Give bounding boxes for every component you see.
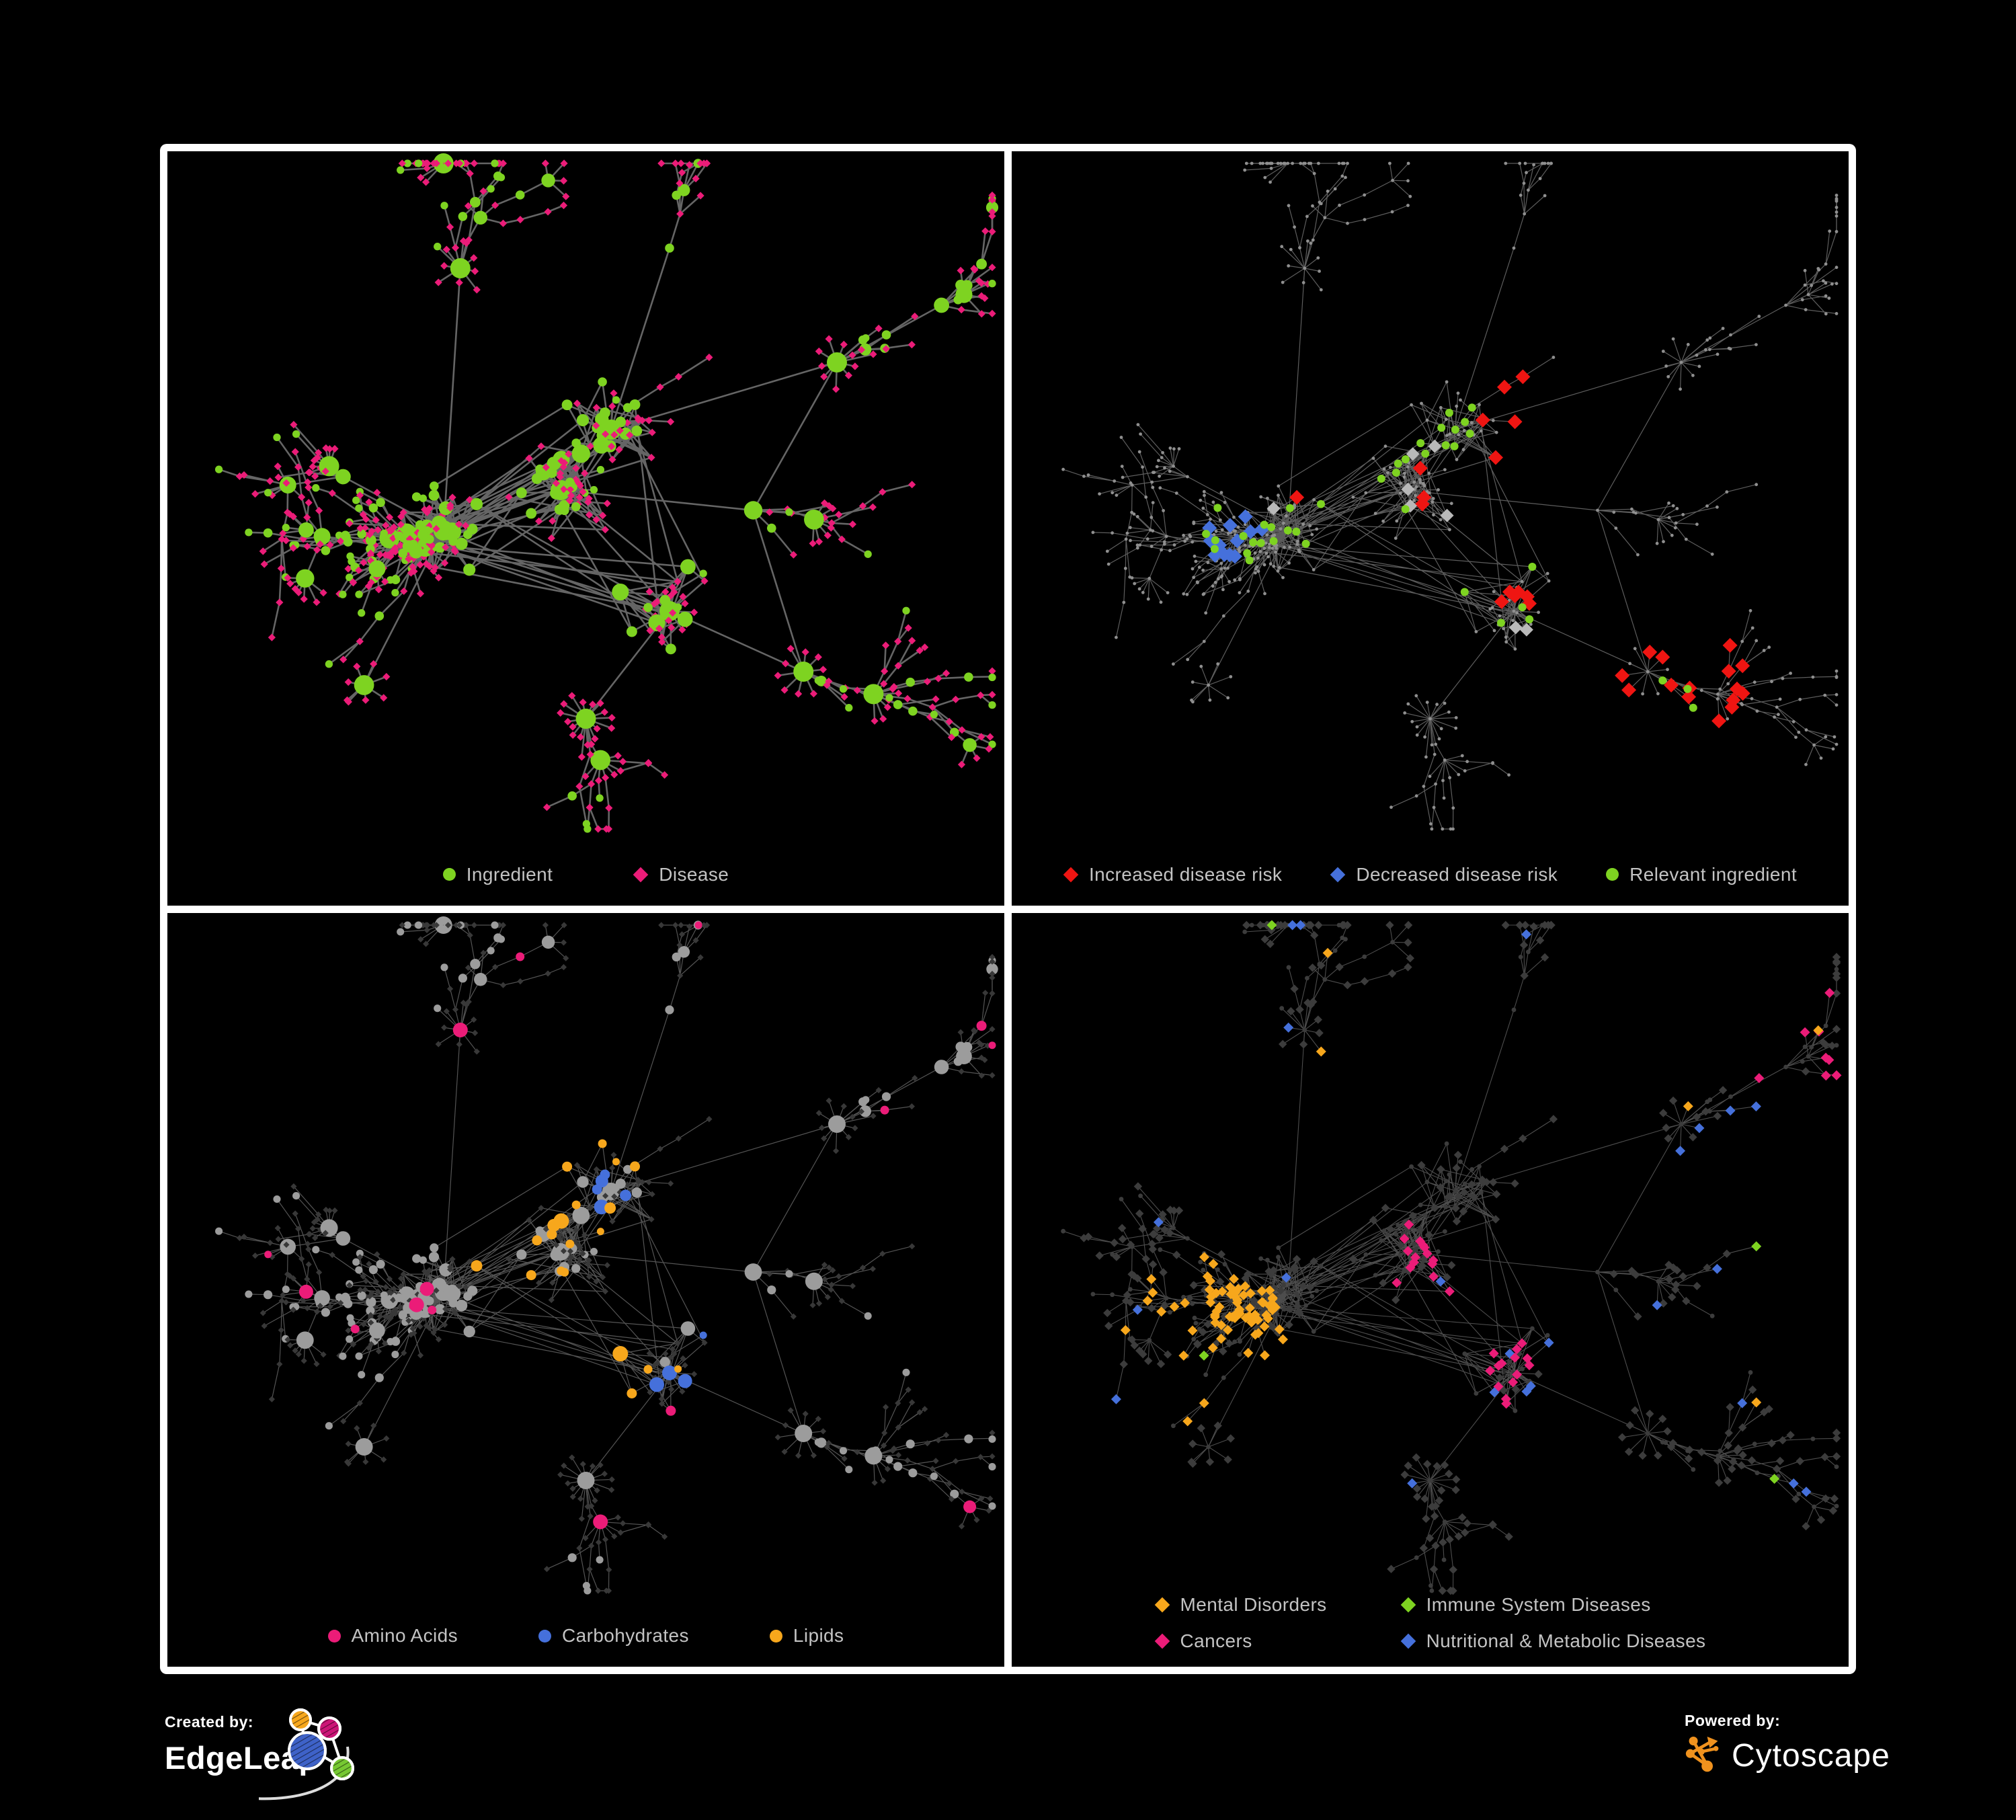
immune-diseases-marker-icon — [1400, 1597, 1416, 1613]
legend-disease-risk: Increased disease risk Decreased disease… — [1012, 864, 1849, 885]
relevant-ingredient-marker-icon — [1606, 868, 1619, 881]
panel-ingredient-classes: Amino Acids Carbohydrates Lipids — [167, 912, 1004, 1667]
cytoscape-brand-name: Cytoscape — [1732, 1737, 1890, 1774]
edgeleap-credit: Created by: EdgeLeap — [165, 1708, 366, 1807]
increased-risk-marker-icon — [1063, 867, 1079, 882]
ingredient-marker-icon — [442, 868, 456, 881]
cytoscape-logo-icon — [1685, 1737, 1719, 1772]
legend-item: Cancers — [1154, 1630, 1327, 1652]
created-by-label: Created by: — [165, 1713, 254, 1731]
legend-label: Ingredient — [466, 863, 553, 885]
panel-disease-risk: Increased disease risk Decreased disease… — [1012, 151, 1849, 906]
legend-label: Amino Acids — [351, 1625, 458, 1646]
legend-item: Mental Disorders — [1154, 1594, 1327, 1616]
legend-item: Nutritional & Metabolic Diseases — [1400, 1630, 1706, 1652]
legend-label: Increased disease risk — [1088, 863, 1283, 885]
amino-acids-marker-icon — [327, 1629, 341, 1643]
network-graph-disease-risk — [1061, 161, 1839, 831]
disease-marker-icon — [633, 867, 649, 882]
legend-item: Amino Acids — [327, 1625, 458, 1647]
legend-item: Decreased disease risk — [1330, 864, 1558, 885]
powered-by-label: Powered by: — [1685, 1712, 1781, 1729]
edgeleap-logo-icon — [259, 1708, 354, 1801]
legend-label: Nutritional & Metabolic Diseases — [1426, 1630, 1706, 1651]
legend-label: Disease — [659, 863, 729, 885]
network-graph-ingredient-classes — [215, 916, 998, 1595]
decreased-risk-marker-icon — [1330, 867, 1346, 882]
legend-disease-categories: Mental Disorders Immune System Diseases … — [1012, 1594, 1849, 1652]
panel-disease-categories: Mental Disorders Immune System Diseases … — [1012, 912, 1849, 1667]
legend-ingredient-disease: Ingredient Disease — [167, 864, 1004, 885]
legend-label: Lipids — [793, 1625, 844, 1646]
legend-item: Relevant ingredient — [1606, 864, 1797, 885]
legend-ingredient-classes: Amino Acids Carbohydrates Lipids — [167, 1625, 1004, 1647]
mental-disorders-marker-icon — [1154, 1597, 1170, 1613]
lipids-marker-icon — [769, 1629, 782, 1643]
network-graph-disease-categories — [1061, 920, 1842, 1595]
four-panel-figure: Ingredient Disease Increased disease ris… — [160, 144, 1856, 1674]
legend-label: Cancers — [1180, 1630, 1252, 1651]
legend-label: Carbohydrates — [562, 1625, 689, 1646]
legend-item: Carbohydrates — [538, 1625, 689, 1647]
network-graph-ingredient-disease — [214, 153, 999, 833]
cytoscape-credit: Powered by: Cytoscape — [1685, 1712, 1967, 1799]
legend-item: Lipids — [769, 1625, 844, 1647]
legend-item: Increased disease risk — [1063, 864, 1282, 885]
legend-label: Immune System Diseases — [1426, 1594, 1651, 1615]
legend-label: Relevant ingredient — [1629, 863, 1798, 885]
legend-label: Mental Disorders — [1180, 1594, 1327, 1615]
nutritional-diseases-marker-icon — [1400, 1633, 1416, 1649]
legend-label: Decreased disease risk — [1356, 863, 1558, 885]
legend-item: Disease — [633, 864, 729, 885]
carbohydrates-marker-icon — [538, 1629, 552, 1643]
cancers-marker-icon — [1154, 1633, 1170, 1649]
panel-ingredient-disease: Ingredient Disease — [167, 151, 1004, 906]
legend-item: Ingredient — [442, 863, 553, 885]
legend-item: Immune System Diseases — [1400, 1594, 1706, 1616]
